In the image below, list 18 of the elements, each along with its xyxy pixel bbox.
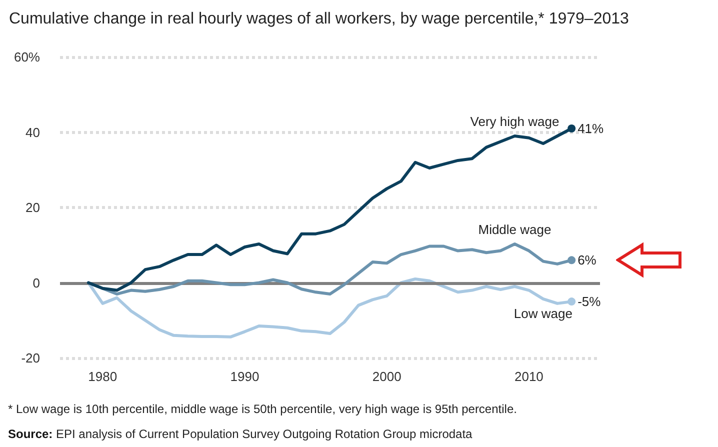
data-label: -5% (578, 294, 602, 310)
y-tick-label: 60% (14, 50, 40, 64)
y-tick-label: 40 (26, 124, 40, 140)
x-tick-label: 2010 (514, 369, 544, 384)
y-tick-label: 0 (32, 275, 40, 290)
series-label: Low wage (514, 306, 572, 321)
x-tick-label: 1980 (88, 369, 118, 384)
y-tick-label: -20 (21, 350, 40, 366)
text: * Low wage is 10th percentile, middle wage is 50th percentile, very high wage is 95th percentile. (8, 402, 517, 416)
series-label: Middle wage (478, 222, 552, 237)
data-label: 6% (578, 252, 597, 268)
x-tick-label: 2000 (372, 369, 402, 384)
data-label: 41% (578, 120, 604, 136)
series-label: Very high wage (470, 114, 560, 130)
y-tick-label: 20 (26, 200, 40, 215)
chart-title: Cumulative change in real hourly wages of all workers, by wage percentile,* 1979–2013 (9, 10, 630, 28)
source-note: Source: EPI analysis of Current Population Survey Outgoing Rotation Group microdata (8, 427, 473, 441)
x-tick-label: 1990 (230, 369, 260, 384)
